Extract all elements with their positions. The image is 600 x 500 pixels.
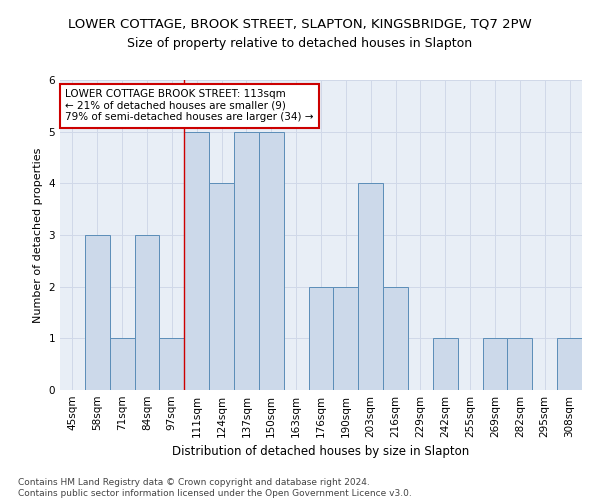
Bar xyxy=(358,184,383,390)
Bar xyxy=(334,286,358,390)
Bar xyxy=(85,235,110,390)
Bar xyxy=(110,338,134,390)
Bar xyxy=(482,338,508,390)
Bar xyxy=(259,132,284,390)
Bar xyxy=(160,338,184,390)
Y-axis label: Number of detached properties: Number of detached properties xyxy=(33,148,43,322)
X-axis label: Distribution of detached houses by size in Slapton: Distribution of detached houses by size … xyxy=(172,446,470,458)
Text: Contains HM Land Registry data © Crown copyright and database right 2024.
Contai: Contains HM Land Registry data © Crown c… xyxy=(18,478,412,498)
Bar xyxy=(383,286,408,390)
Bar xyxy=(234,132,259,390)
Text: LOWER COTTAGE, BROOK STREET, SLAPTON, KINGSBRIDGE, TQ7 2PW: LOWER COTTAGE, BROOK STREET, SLAPTON, KI… xyxy=(68,18,532,30)
Bar xyxy=(134,235,160,390)
Bar xyxy=(184,132,209,390)
Text: Size of property relative to detached houses in Slapton: Size of property relative to detached ho… xyxy=(127,38,473,51)
Bar xyxy=(433,338,458,390)
Bar xyxy=(308,286,334,390)
Bar xyxy=(557,338,582,390)
Bar xyxy=(508,338,532,390)
Text: LOWER COTTAGE BROOK STREET: 113sqm
← 21% of detached houses are smaller (9)
79% : LOWER COTTAGE BROOK STREET: 113sqm ← 21%… xyxy=(65,90,314,122)
Bar xyxy=(209,184,234,390)
